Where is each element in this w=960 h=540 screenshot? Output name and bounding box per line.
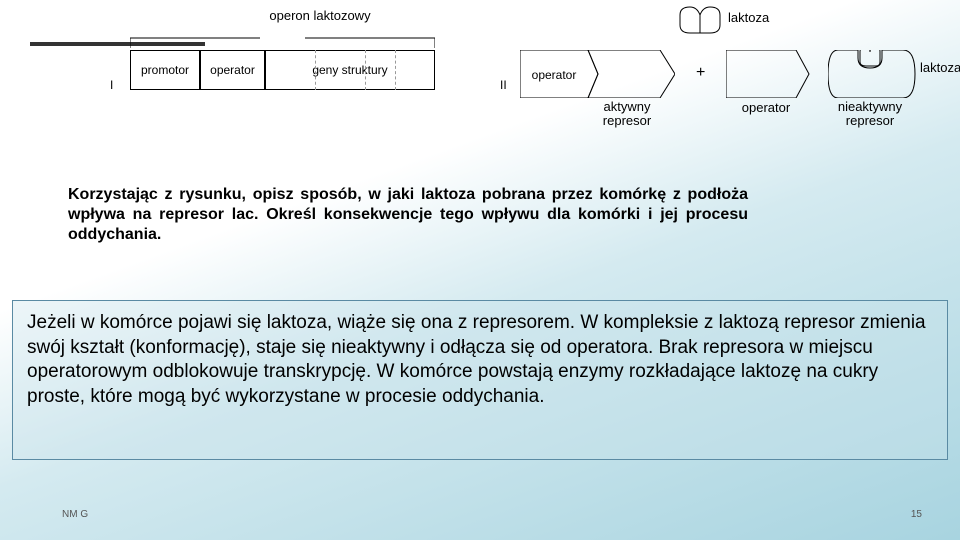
plus-sign: + [696,64,705,82]
answer-box: Jeżeli w komórce pojawi się laktoza, wią… [12,300,948,460]
label-represor-2: represor [846,113,894,128]
label-operator-3: operator [726,100,806,115]
label-operator-2: operator [518,68,590,82]
label-laktoza-right: laktoza [920,60,960,75]
box-geny-struktury: geny struktury [265,50,435,90]
laktoza-top-shape [675,5,725,40]
operon-span-line [130,22,435,50]
label-nieaktywny: nieaktywny [838,99,902,114]
label-aktywny-represor: aktywny represor [592,100,662,129]
label-aktywny: aktywny [604,99,651,114]
gene-divider-1 [315,50,316,90]
page-number: 15 [911,509,922,520]
footer-left: NM G [62,509,88,520]
label-laktoza-top: laktoza [728,10,783,25]
nieaktywny-represor-shape [828,50,928,98]
box-promotor: promotor [130,50,200,90]
operon-diagram: operon laktozowy I promotor operator gen… [120,0,940,170]
operon-title: operon laktozowy [260,8,380,23]
gene-divider-3 [395,50,396,90]
box-operator-1: operator [200,50,265,90]
row2-label: II [500,78,507,92]
label-nieaktywny-represor: nieaktywny represor [820,100,920,129]
task-text: Korzystając z rysunku, opisz sposób, w j… [68,185,748,245]
gene-divider-2 [365,50,366,90]
label-represor-1: represor [603,113,651,128]
row1-label: I [110,78,113,92]
operator-alone-shape [726,50,811,98]
